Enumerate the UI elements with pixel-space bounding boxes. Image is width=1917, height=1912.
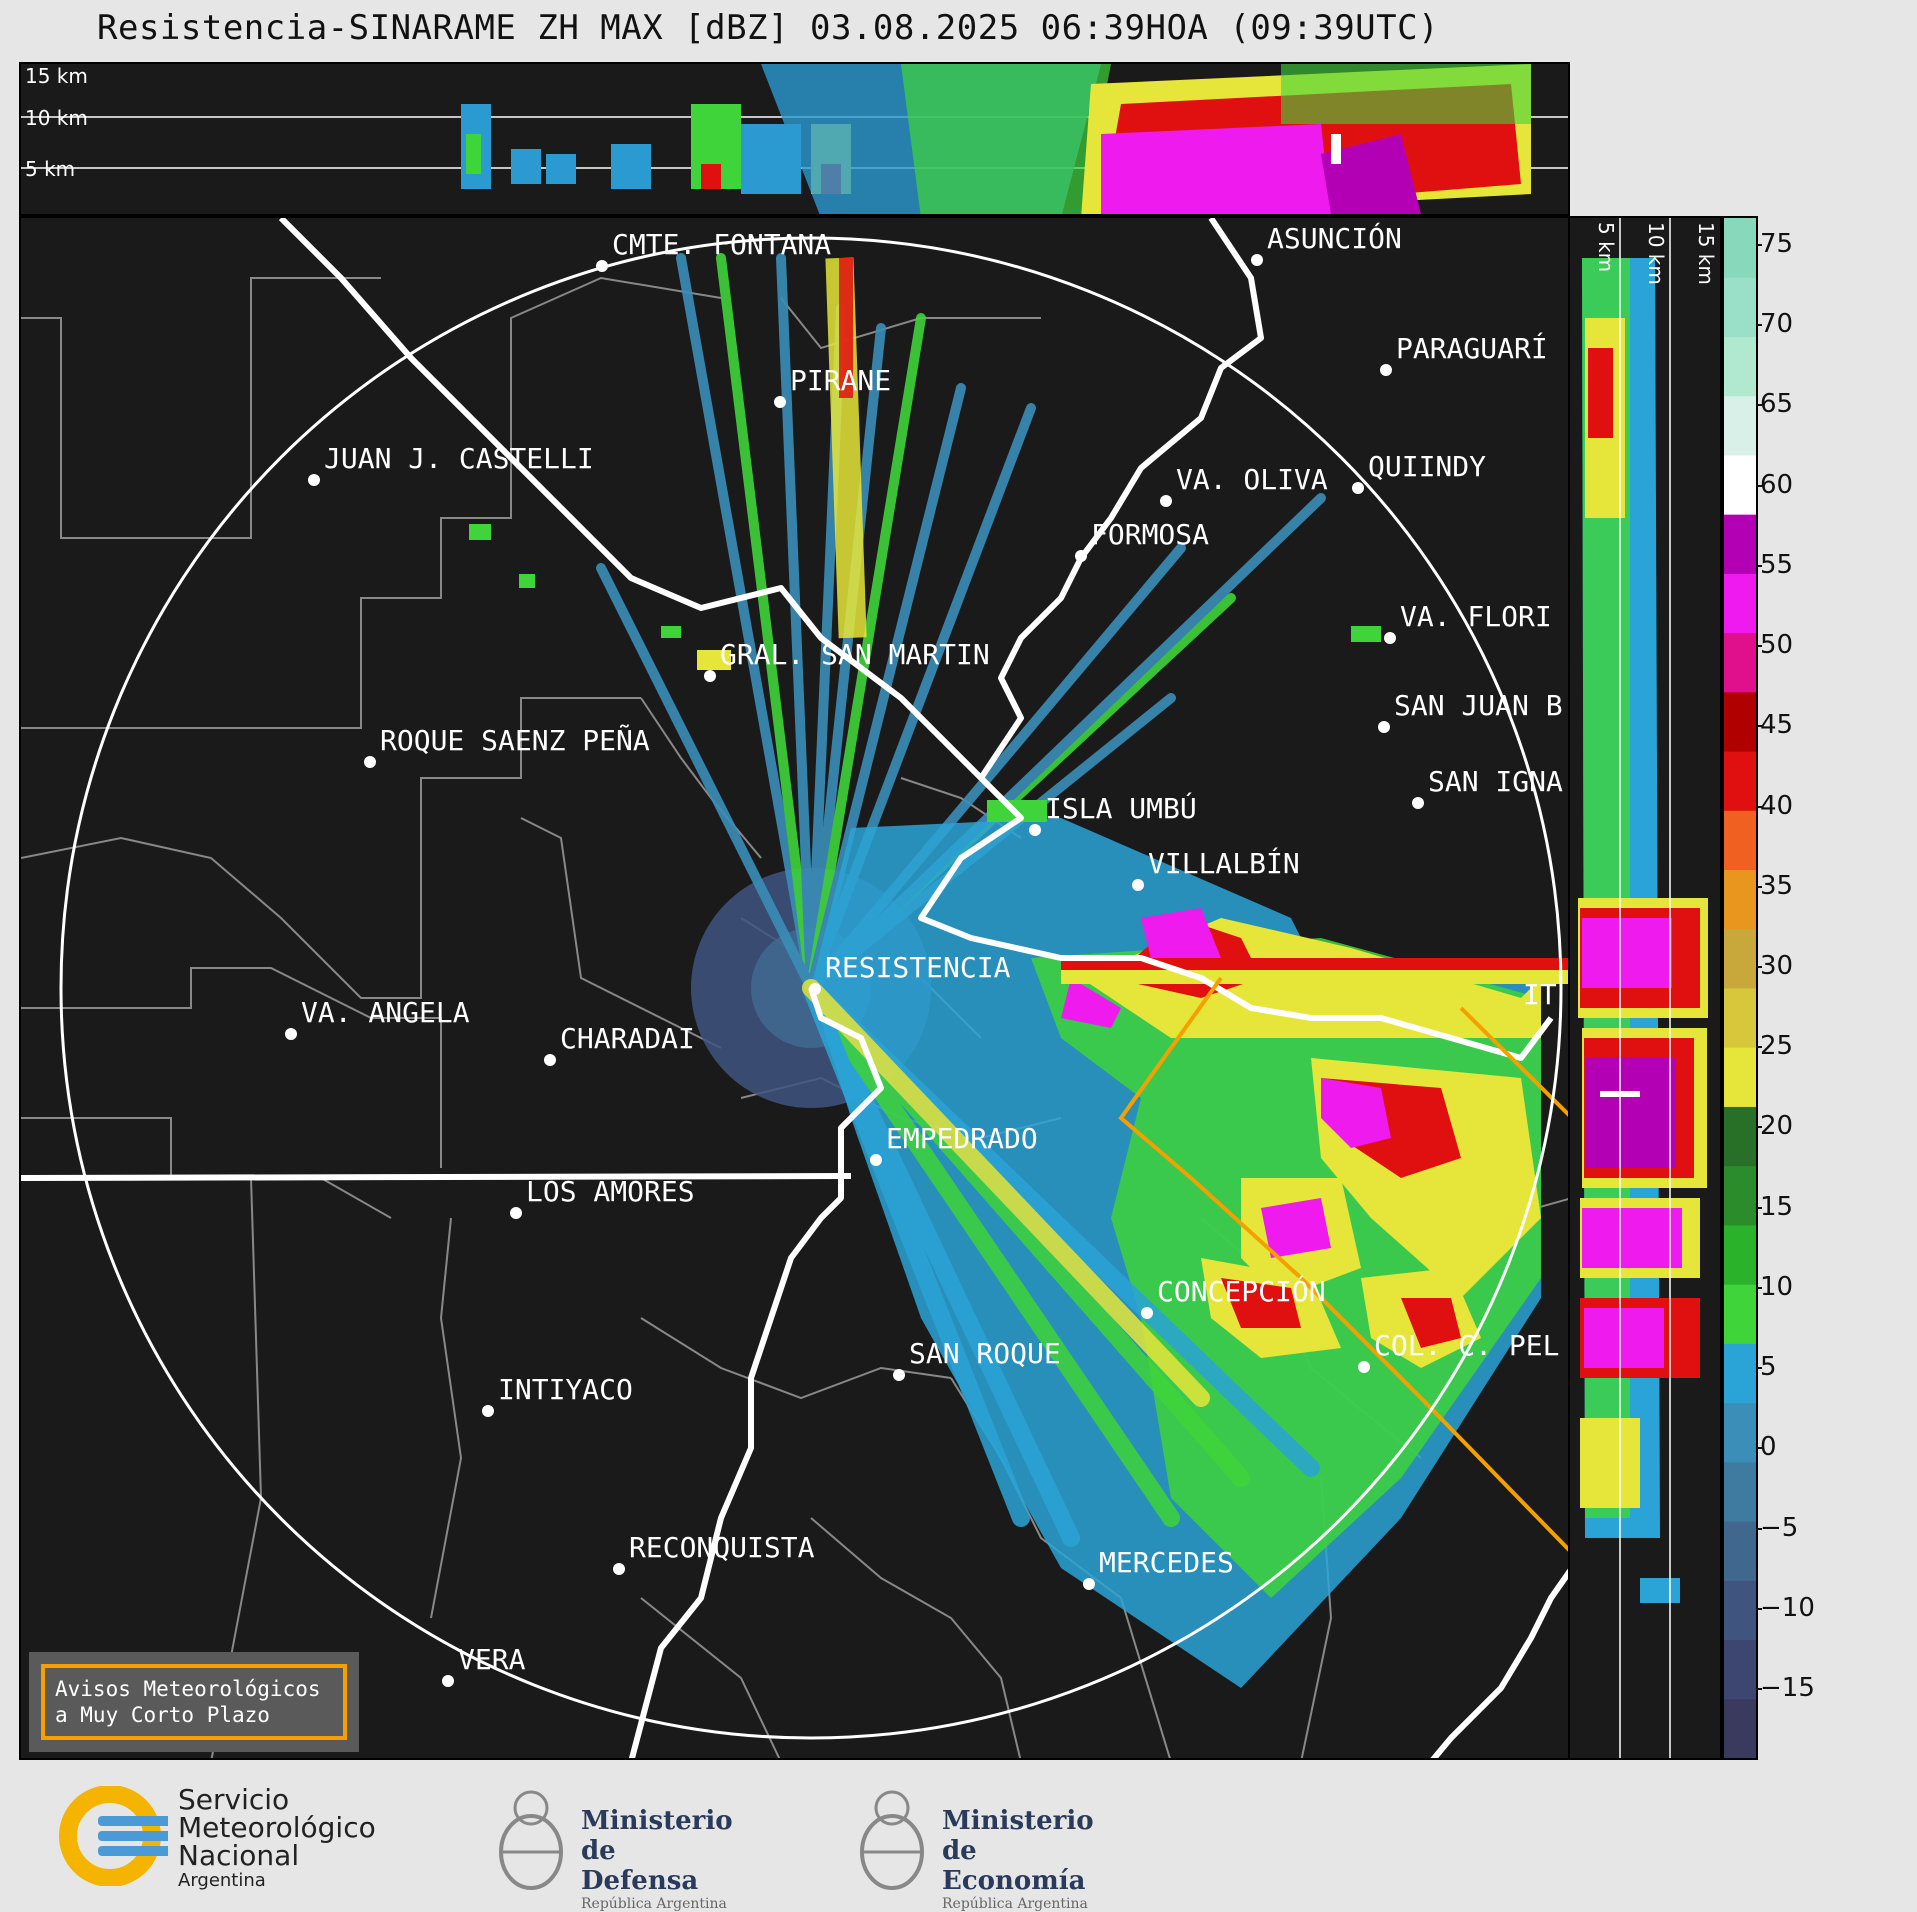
colorbar-band (1724, 1343, 1756, 1404)
colorbar-tick-label: −10 (1756, 1592, 1815, 1623)
colorbar-band (1724, 1284, 1756, 1344)
escudo-defensa-icon (499, 1790, 563, 1890)
smn-line3: Nacional (178, 1839, 300, 1872)
height-label-15km: 15 km (25, 64, 88, 88)
colorbar-band (1724, 632, 1756, 693)
footer: Servicio Meteorológico Nacional Argentin… (0, 1762, 1917, 1912)
colorbar-band (1724, 1639, 1756, 1700)
colorbar-band (1724, 1224, 1756, 1285)
colorbar-tick-label: 65 (1755, 389, 1794, 420)
aviso-frame: Avisos Meteorológicos a Muy Corto Plazo (41, 1664, 347, 1740)
ministerio-economia-logo[interactable]: Ministerio de Economía República Argenti… (856, 1780, 1094, 1912)
colorbar-band (1724, 751, 1756, 811)
colorbar-tick-label: 0 (1756, 1432, 1777, 1463)
smn-line4: Argentina (178, 1870, 266, 1891)
aviso-line2: a Muy Corto Plazo (55, 1703, 270, 1727)
ministerio-defensa-logo[interactable]: Ministerio de Defensa República Argentin… (495, 1780, 733, 1912)
chart-title: Resistencia-SINARAME ZH MAX [dBZ] 03.08.… (97, 8, 1440, 48)
colorbar (1722, 216, 1758, 1760)
colorbar-band (1724, 514, 1756, 574)
colorbar-band (1724, 691, 1756, 752)
economia-line1: Ministerio (942, 1806, 1094, 1836)
defensa-line1: Ministerio (581, 1806, 733, 1836)
economia-line3: República Argentina (942, 1896, 1088, 1912)
colorbar-band (1724, 218, 1756, 278)
colorbar-band (1724, 810, 1756, 871)
colorbar-band (1724, 1402, 1756, 1463)
colorbar-tick-label: 30 (1755, 951, 1794, 981)
colorbar-band (1724, 395, 1756, 456)
colorbar-tick-label: −5 (1755, 1512, 1799, 1543)
smn-line2: Meteorológico (178, 1811, 376, 1844)
colorbar-band (1724, 928, 1756, 989)
side-height-profile: 5 km 10 km 15 km (1570, 216, 1722, 1760)
colorbar-band (1724, 1047, 1756, 1107)
colorbar-band (1724, 1698, 1756, 1759)
colorbar-band (1724, 988, 1756, 1048)
side-height-label-5km: 5 km (1594, 222, 1618, 273)
colorbar-band (1724, 869, 1756, 930)
colorbar-tick-label: 25 (1755, 1031, 1794, 1062)
colorbar-band (1724, 1461, 1756, 1522)
colorbar-tick-label: 40 (1755, 790, 1794, 821)
colorbar-band (1724, 1106, 1756, 1167)
aviso-box[interactable]: Avisos Meteorológicos a Muy Corto Plazo (29, 1652, 359, 1752)
defensa-line2: de Defensa (581, 1836, 699, 1896)
side-profile-graphic (1578, 218, 1708, 1758)
map-graphic (21, 218, 1568, 1758)
smn-logo[interactable]: Servicio Meteorológico Nacional Argentin… (58, 1785, 376, 1891)
colorbar-tick-label: 60 (1755, 469, 1794, 500)
colorbar-tick-label: 55 (1755, 549, 1794, 580)
colorbar-tick-label: 20 (1755, 1111, 1794, 1142)
height-label-10km: 10 km (25, 106, 88, 130)
colorbar-tick-label: 70 (1755, 309, 1794, 340)
colorbar-tick-label: 50 (1755, 630, 1794, 661)
colorbar-band (1724, 454, 1756, 515)
colorbar-tick-label: 5 (1756, 1352, 1777, 1383)
colorbar-graphic (1724, 218, 1756, 1759)
colorbar-tick-label: 35 (1755, 870, 1794, 901)
side-height-label-15km: 15 km (1694, 222, 1718, 285)
colorbar-band (1724, 277, 1756, 337)
smn-line1: Servicio (178, 1783, 290, 1816)
top-profile-graphic (21, 64, 1568, 214)
colorbar-band (1724, 1580, 1756, 1641)
colorbar-band (1724, 1521, 1756, 1581)
side-height-label-10km: 10 km (1644, 222, 1668, 285)
colorbar-band (1724, 1165, 1756, 1226)
colorbar-tick-label: 75 (1755, 229, 1794, 259)
top-height-profile: 15 km 10 km 5 km (19, 62, 1570, 216)
smn-emblem-icon (59, 1785, 178, 1887)
radar-map[interactable]: CMTE. FONTANA ASUNCIÓN PARAGUARÍ PIRANE … (19, 216, 1570, 1760)
colorbar-band (1724, 336, 1756, 397)
aviso-line1: Avisos Meteorológicos (55, 1677, 321, 1701)
economia-line2: de Economía (942, 1836, 1086, 1896)
escudo-economia-icon (860, 1790, 924, 1890)
colorbar-tick-label: 15 (1755, 1191, 1794, 1222)
colorbar-tick-label: 10 (1755, 1271, 1794, 1302)
defensa-line3: República Argentina (581, 1896, 727, 1912)
height-label-5km: 5 km (25, 157, 76, 181)
colorbar-tick-label: 45 (1755, 710, 1794, 741)
colorbar-tick-label: −15 (1756, 1673, 1815, 1703)
colorbar-band (1724, 573, 1756, 634)
